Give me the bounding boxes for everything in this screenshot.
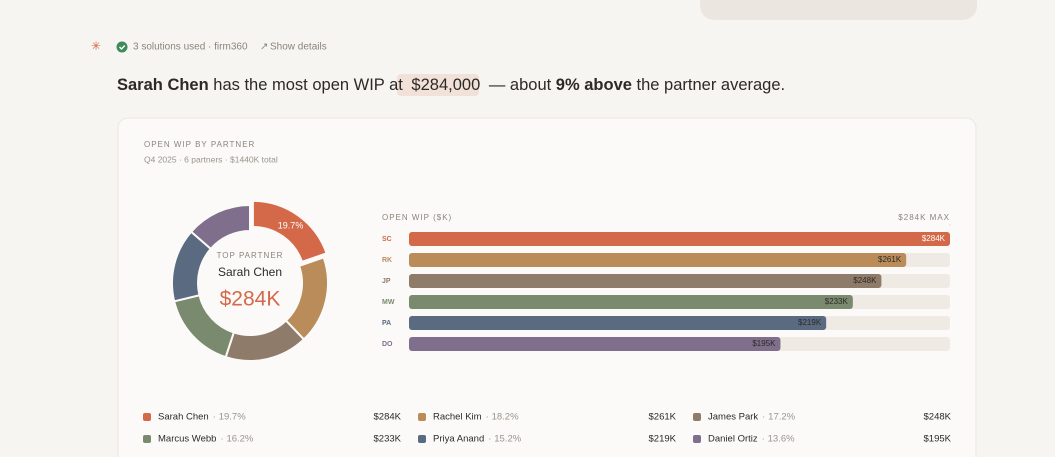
legend-amount: $195K bbox=[924, 434, 952, 445]
legend-separator: · bbox=[213, 412, 216, 423]
headline-delta: 9% above bbox=[556, 76, 632, 94]
legend-swatch bbox=[693, 435, 701, 443]
legend-amount: $248K bbox=[924, 412, 952, 423]
legend-name: Daniel Ortiz bbox=[708, 434, 758, 445]
headline-text: — about bbox=[484, 76, 556, 94]
bar-value-label: $233K bbox=[825, 297, 849, 306]
donut-slice bbox=[251, 199, 328, 264]
bar bbox=[409, 337, 781, 351]
legend-amount: $284K bbox=[374, 412, 402, 423]
legend-separator: · bbox=[486, 412, 489, 423]
check-icon bbox=[116, 41, 128, 53]
bar bbox=[409, 316, 827, 330]
bar-value-label: $248K bbox=[853, 276, 877, 285]
bar-category: PA bbox=[382, 320, 391, 327]
bar bbox=[409, 274, 882, 288]
bar-category: JP bbox=[382, 278, 391, 285]
legend-swatch bbox=[693, 413, 701, 421]
x-tick-label: $284K MAX bbox=[898, 213, 950, 222]
headline: Sarah Chen has the most open WIP at $284… bbox=[117, 76, 785, 94]
legend-name: James Park bbox=[708, 412, 758, 423]
headline-text: has the most open WIP at bbox=[209, 76, 408, 94]
bar-value-label: $219K bbox=[798, 318, 822, 327]
show-details-icon: ↗ bbox=[260, 42, 268, 53]
slice-label: 19.7% bbox=[278, 220, 304, 230]
legend-separator: · bbox=[762, 434, 765, 445]
bar-chart-title: OPEN WIP ($K) bbox=[382, 213, 452, 222]
legend-swatch bbox=[143, 413, 151, 421]
check-mark bbox=[119, 45, 126, 51]
legend-percent: 17.2% bbox=[768, 412, 795, 423]
bar-category: RK bbox=[382, 257, 392, 264]
legend-percent: 19.7% bbox=[219, 412, 246, 423]
bar-value-label: $195K bbox=[752, 339, 776, 348]
legend-amount: $261K bbox=[649, 412, 677, 423]
headline-amount: $284,000 bbox=[411, 76, 480, 94]
legend-name: Sarah Chen bbox=[158, 412, 209, 423]
donut-center-label: TOP PARTNER bbox=[217, 251, 284, 260]
card-subtitle: Q4 2025 · 6 partners · $1440K total bbox=[144, 154, 278, 164]
bar-category: SC bbox=[382, 236, 392, 243]
donut-center-name: Sarah Chen bbox=[218, 265, 282, 279]
legend-amount: $219K bbox=[649, 434, 677, 445]
show-details-link[interactable]: Show details bbox=[270, 42, 327, 53]
donut-slice bbox=[189, 203, 251, 251]
legend-percent: 13.6% bbox=[768, 434, 795, 445]
legend-percent: 15.2% bbox=[494, 434, 521, 445]
headline-text: the partner average. bbox=[632, 76, 785, 94]
user-message-bubble bbox=[700, 0, 977, 20]
legend-separator: · bbox=[488, 434, 491, 445]
headline-name: Sarah Chen bbox=[117, 76, 209, 94]
donut-center-value: $284K bbox=[220, 288, 281, 311]
legend-name: Rachel Kim bbox=[433, 412, 482, 423]
bar bbox=[409, 295, 853, 309]
legend-name: Marcus Webb bbox=[158, 434, 216, 445]
legend-name: Priya Anand bbox=[433, 434, 484, 445]
bar-category: DO bbox=[382, 341, 393, 348]
card-title: OPEN WIP BY PARTNER bbox=[144, 140, 255, 149]
bar-value-label: $284K bbox=[922, 234, 946, 243]
legend-separator: · bbox=[220, 434, 223, 445]
bar-category: MW bbox=[382, 299, 395, 306]
legend-swatch bbox=[418, 413, 426, 421]
legend-percent: 16.2% bbox=[226, 434, 253, 445]
bar bbox=[409, 253, 907, 267]
legend-percent: 18.2% bbox=[492, 412, 519, 423]
bar bbox=[409, 232, 950, 246]
legend-swatch bbox=[418, 435, 426, 443]
legend-swatch bbox=[143, 435, 151, 443]
amount-highlight bbox=[397, 74, 479, 96]
legend-separator: · bbox=[762, 412, 765, 423]
legend-amount: $233K bbox=[374, 434, 402, 445]
bar-value-label: $261K bbox=[878, 255, 902, 264]
status-text: 3 solutions used · firm360 bbox=[133, 42, 248, 53]
assistant-icon: ✳ bbox=[91, 39, 101, 53]
